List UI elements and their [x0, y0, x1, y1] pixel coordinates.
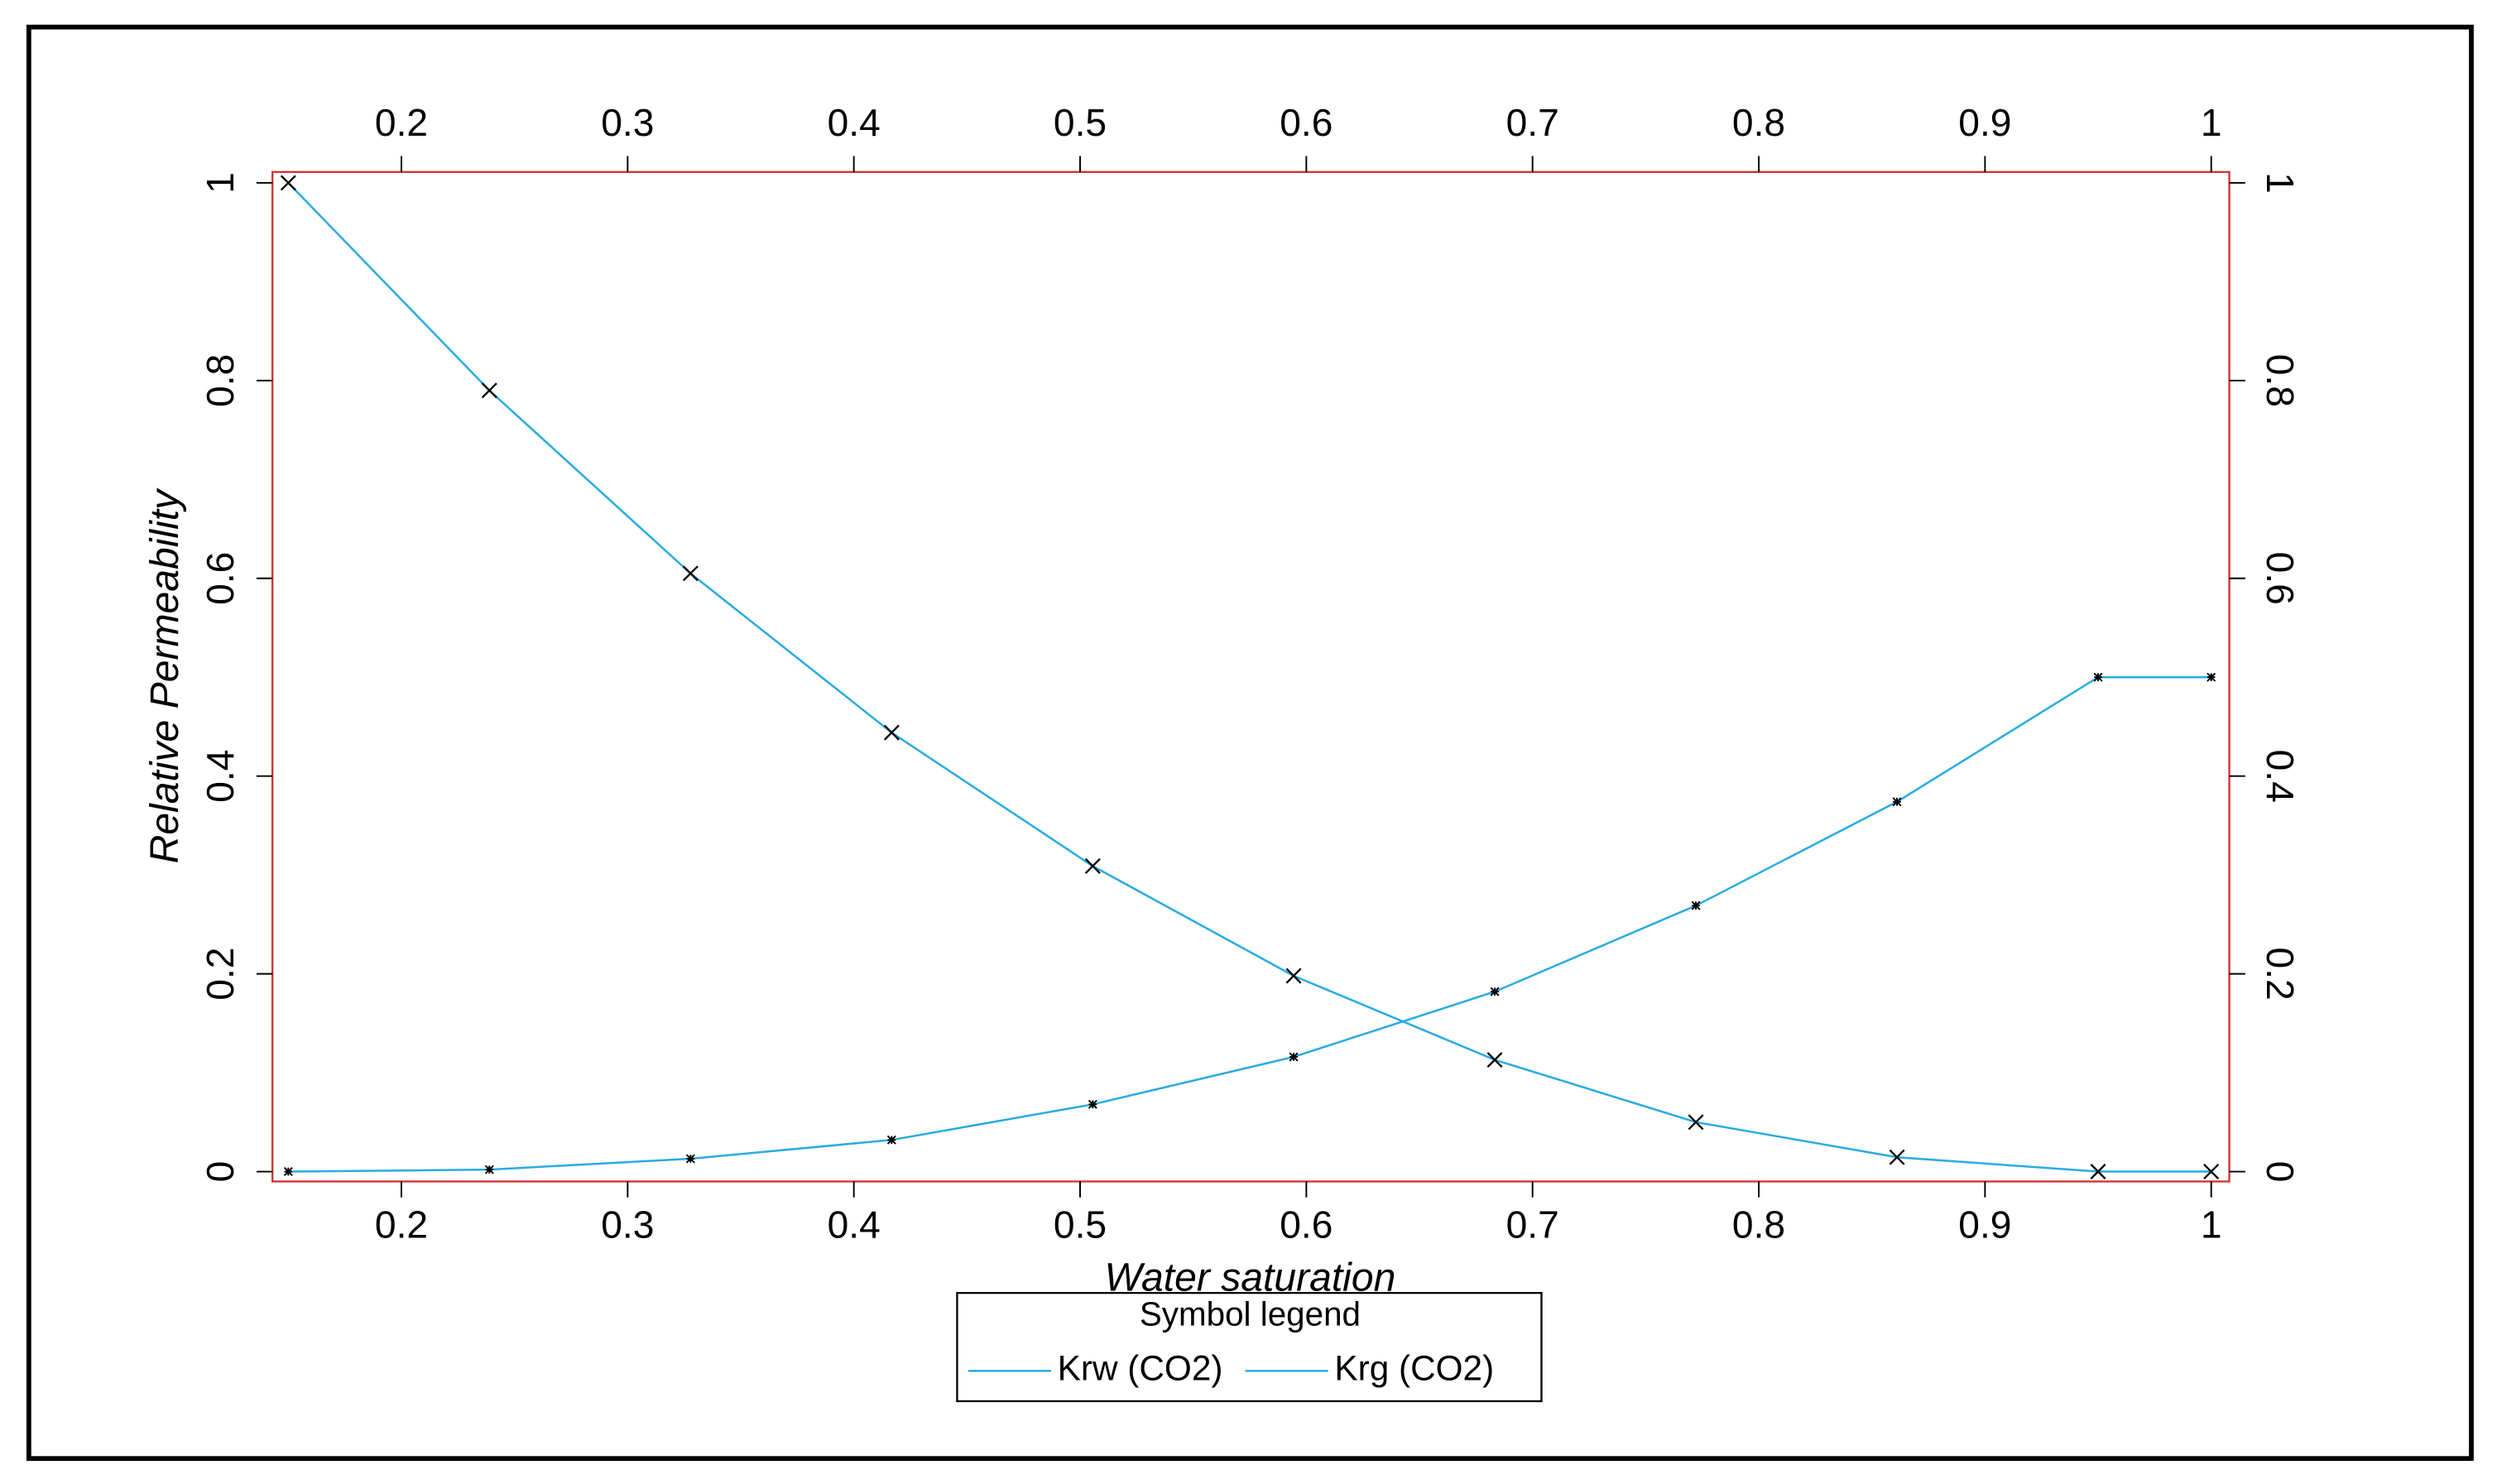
y-tick-label-right: 0.4 [2259, 750, 2302, 803]
y-tick-label: 0.4 [199, 750, 242, 803]
y-tick-label-right: 0.8 [2259, 354, 2302, 407]
x-tick-label-top: 0.3 [601, 101, 654, 144]
legend-label: Krg (CO2) [1334, 1349, 1494, 1388]
data-point [2206, 672, 2216, 682]
x-tick-label: 0.9 [1958, 1203, 2011, 1246]
data-point [2090, 1164, 2106, 1180]
plot-border [271, 170, 2230, 1183]
data-point [883, 724, 900, 741]
x-tick-label: 0.6 [1280, 1203, 1333, 1246]
legend: Symbol legend Krw (CO2) Krg (CO2) [956, 1291, 1543, 1403]
data-point [2093, 672, 2103, 682]
data-point [484, 1165, 494, 1174]
x-tick-label: 0.3 [601, 1203, 654, 1246]
y-tick-label: 0.2 [199, 948, 242, 1001]
data-point [682, 565, 699, 582]
y-tick-label-right: 0 [2259, 1161, 2302, 1183]
y-axis-title: Relative Permeability [142, 487, 187, 864]
data-point [1688, 1114, 1704, 1131]
x-tick-label-top: 1 [2201, 101, 2222, 144]
x-tick-label-top: 0.5 [1054, 101, 1107, 144]
data-point [283, 1167, 293, 1177]
data-point [280, 175, 296, 191]
x-tick-label: 0.7 [1506, 1203, 1559, 1246]
data-point [2203, 1164, 2220, 1180]
data-point [685, 1154, 695, 1164]
y-tick-label: 1 [199, 172, 242, 194]
data-point [1691, 900, 1701, 910]
x-tick-label-top: 0.7 [1506, 101, 1559, 144]
x-tick-label: 0.8 [1732, 1203, 1785, 1246]
x-tick-label-top: 0.4 [828, 101, 881, 144]
data-point [481, 382, 497, 399]
x-tick-label-top: 0.9 [1958, 101, 2011, 144]
data-point [1285, 968, 1302, 984]
y-tick-label: 0.8 [199, 354, 242, 407]
x-tick-label: 1 [2201, 1203, 2222, 1246]
x-tick-label-top: 0.2 [375, 101, 428, 144]
data-point [1892, 797, 1902, 807]
data-point [1486, 1052, 1503, 1069]
x-tick-label: 0.4 [828, 1203, 881, 1246]
x-tick-label: 0.5 [1054, 1203, 1107, 1246]
data-point [1088, 1099, 1097, 1109]
y-tick-label-right: 1 [2259, 172, 2302, 194]
data-point [1889, 1149, 1905, 1165]
data-point [1289, 1052, 1299, 1062]
x-tick-label-top: 0.8 [1732, 101, 1785, 144]
x-tick-label-top: 0.6 [1280, 101, 1333, 144]
x-tick-label: 0.2 [375, 1203, 428, 1246]
y-tick-label-right: 0.6 [2259, 552, 2302, 605]
y-tick-label-right: 0.2 [2259, 948, 2302, 1001]
data-point [1084, 857, 1101, 874]
data-point [1490, 987, 1500, 997]
legend-label: Krw (CO2) [1058, 1349, 1223, 1388]
y-tick-label: 0.6 [199, 552, 242, 605]
frame [26, 24, 2474, 1462]
data-point [886, 1135, 896, 1145]
legend-title: Symbol legend [1140, 1295, 1361, 1333]
legend-box [956, 1291, 1543, 1403]
y-tick-label: 0 [199, 1161, 242, 1183]
